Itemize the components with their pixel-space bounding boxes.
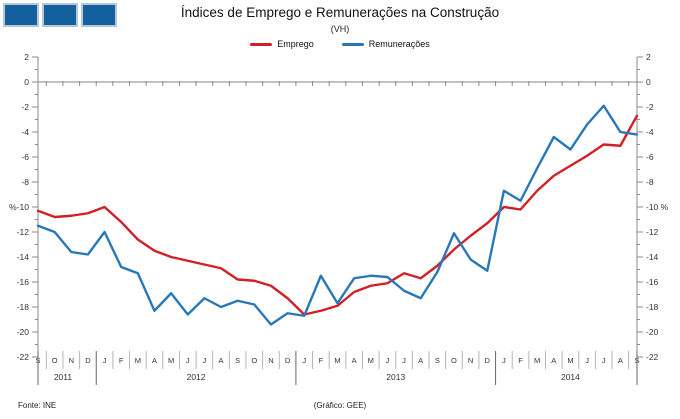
svg-text:-4: -4 bbox=[21, 127, 29, 137]
source-note: Fonte: INE bbox=[18, 401, 57, 410]
legend-item-remuneracoes: Remunerações bbox=[341, 39, 430, 49]
svg-text:J: J bbox=[602, 356, 606, 365]
svg-text:-16: -16 bbox=[17, 277, 30, 287]
logo-square bbox=[42, 3, 78, 27]
svg-text:-18: -18 bbox=[17, 302, 30, 312]
svg-text:-20: -20 bbox=[17, 327, 30, 337]
svg-text:-4: -4 bbox=[646, 127, 654, 137]
svg-text:-8: -8 bbox=[646, 177, 654, 187]
svg-text:S: S bbox=[235, 356, 240, 365]
emprego-line-swatch bbox=[250, 42, 273, 46]
svg-text:-22: -22 bbox=[17, 352, 30, 362]
svg-text:N: N bbox=[468, 356, 473, 365]
svg-text:J: J bbox=[402, 356, 406, 365]
svg-text:J: J bbox=[502, 356, 506, 365]
logo-square bbox=[3, 3, 39, 27]
chart-area: 2 2 0 0 -2 -2 -4 -4 -6 -6 -8 -8 %-10 -10 % -12 -12 -14 -1… bbox=[9, 52, 669, 385]
svg-text:-8: -8 bbox=[21, 177, 29, 187]
remuneracoes-line bbox=[36, 104, 639, 326]
chart-plot: 2 2 0 0 -2 -2 -4 -4 -6 -6 -8 -8 %-10 -10 % -12 -12 -14 -1… bbox=[9, 52, 669, 385]
svg-text:J: J bbox=[103, 356, 107, 365]
logo bbox=[3, 3, 117, 27]
svg-text:%-10: %-10 bbox=[9, 202, 29, 212]
svg-text:M: M bbox=[168, 356, 174, 365]
svg-text:-2: -2 bbox=[21, 102, 29, 112]
chart-subtitle: (VH) bbox=[330, 24, 350, 34]
svg-text:-6: -6 bbox=[646, 152, 654, 162]
svg-text:O: O bbox=[451, 356, 457, 365]
svg-text:O: O bbox=[52, 356, 58, 365]
svg-text:M: M bbox=[368, 356, 374, 365]
credit-note: (Gráfico: GEE) bbox=[313, 401, 367, 410]
svg-text:A: A bbox=[618, 356, 623, 365]
svg-text:-14: -14 bbox=[646, 252, 659, 262]
svg-text:2012: 2012 bbox=[187, 372, 206, 382]
svg-text:F: F bbox=[518, 356, 523, 365]
svg-text:0: 0 bbox=[646, 77, 651, 87]
emprego-line bbox=[36, 114, 639, 316]
svg-text:A: A bbox=[352, 356, 357, 365]
chart-title: Índices de Emprego e Remunerações na Con… bbox=[180, 5, 500, 20]
svg-text:F: F bbox=[119, 356, 124, 365]
svg-text:D: D bbox=[485, 356, 491, 365]
svg-text:M: M bbox=[567, 356, 573, 365]
svg-text:2013: 2013 bbox=[386, 372, 405, 382]
svg-text:J: J bbox=[386, 356, 390, 365]
legend-label-remuneracoes: Remunerações bbox=[368, 39, 430, 49]
legend-item-emprego: Emprego bbox=[250, 39, 314, 49]
svg-text:0: 0 bbox=[24, 77, 29, 87]
svg-text:-2: -2 bbox=[646, 102, 654, 112]
svg-text:F: F bbox=[319, 356, 324, 365]
chart-legend: Emprego Remunerações bbox=[0, 39, 680, 49]
svg-text:A: A bbox=[551, 356, 556, 365]
svg-text:2014: 2014 bbox=[561, 372, 580, 382]
svg-text:J: J bbox=[203, 356, 207, 365]
svg-text:-6: -6 bbox=[21, 152, 29, 162]
svg-text:A: A bbox=[418, 356, 423, 365]
svg-text:-20: -20 bbox=[646, 327, 659, 337]
svg-text:S: S bbox=[435, 356, 440, 365]
svg-text:D: D bbox=[285, 356, 291, 365]
svg-text:-12: -12 bbox=[646, 227, 659, 237]
svg-text:A: A bbox=[152, 356, 157, 365]
svg-text:N: N bbox=[268, 356, 273, 365]
svg-text:D: D bbox=[85, 356, 91, 365]
svg-text:-16: -16 bbox=[646, 277, 659, 287]
svg-text:M: M bbox=[534, 356, 540, 365]
svg-text:2011: 2011 bbox=[54, 372, 73, 382]
svg-text:O: O bbox=[251, 356, 257, 365]
svg-text:-12: -12 bbox=[17, 227, 30, 237]
svg-text:J: J bbox=[186, 356, 190, 365]
svg-text:A: A bbox=[219, 356, 224, 365]
svg-text:M: M bbox=[135, 356, 141, 365]
svg-text:-18: -18 bbox=[646, 302, 659, 312]
svg-text:2: 2 bbox=[24, 52, 29, 62]
svg-text:M: M bbox=[334, 356, 340, 365]
remuneracoes-line-swatch bbox=[341, 42, 364, 46]
svg-text:J: J bbox=[302, 356, 306, 365]
svg-text:-14: -14 bbox=[17, 252, 30, 262]
logo-square bbox=[81, 3, 117, 27]
svg-text:N: N bbox=[69, 356, 74, 365]
svg-text:2: 2 bbox=[646, 52, 651, 62]
svg-text:-10 %: -10 % bbox=[646, 202, 669, 212]
svg-text:J: J bbox=[585, 356, 589, 365]
legend-label-emprego: Emprego bbox=[277, 39, 314, 49]
svg-text:-22: -22 bbox=[646, 352, 659, 362]
